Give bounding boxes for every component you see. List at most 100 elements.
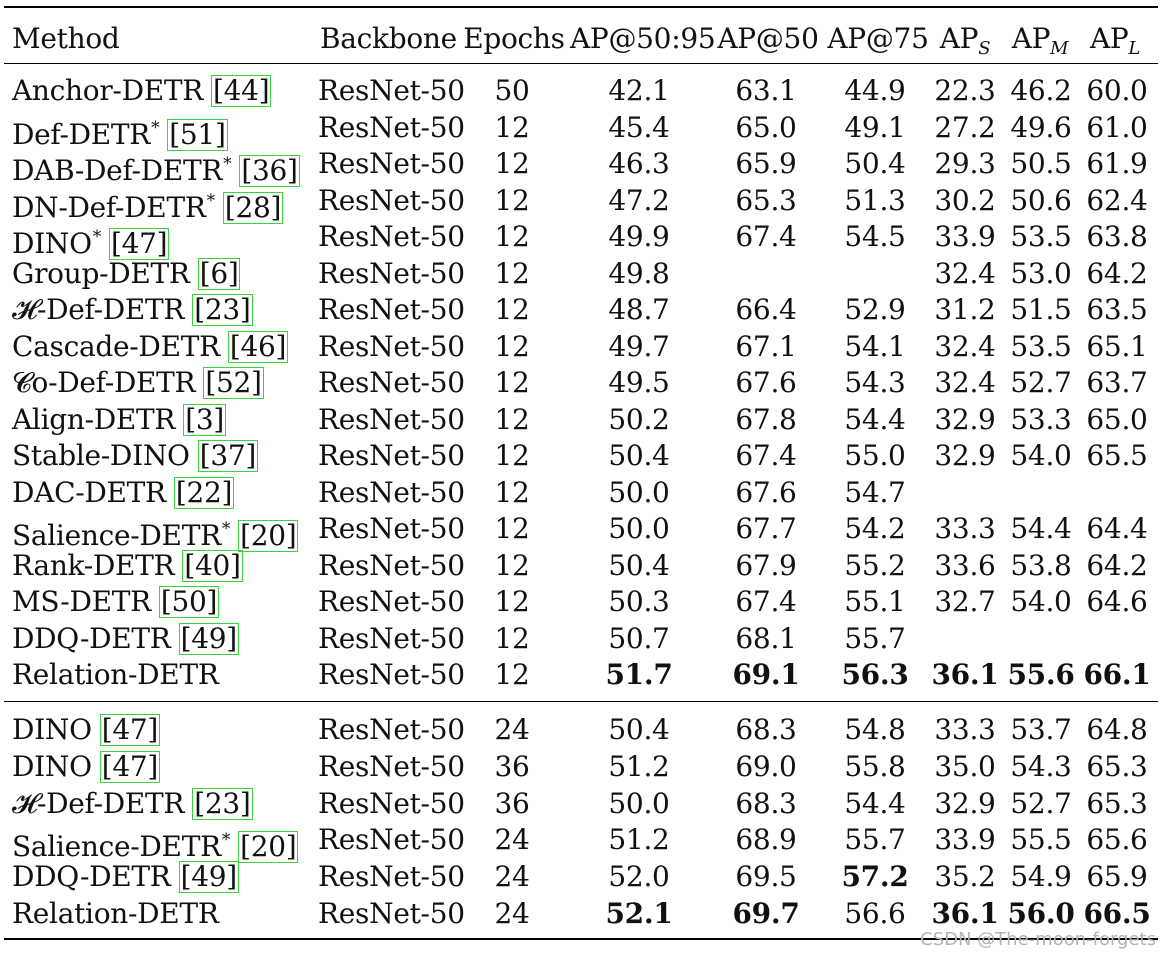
ap50-cell: 68.9 (735, 823, 797, 857)
citation-link[interactable]: 49 (178, 622, 239, 655)
apm-cell: 52.7 (1010, 786, 1072, 820)
apm-cell: 53.3 (1010, 402, 1072, 436)
aps-cell: 33.9 (934, 220, 996, 253)
aps-cell: 33.3 (934, 713, 996, 746)
method-name: Stable-DINO (12, 439, 190, 472)
method-cell: DINO47 (12, 712, 161, 748)
aps-cell: 32.9 (934, 402, 996, 436)
apl-cell: 66.1 (1083, 658, 1151, 691)
table-row: Rank-DETR40 ResNet-50 12 50.4 67.9 55.2 33.6 53… (0, 548, 1164, 584)
backbone-cell: ResNet-50 (318, 621, 465, 655)
epochs-cell: 12 (494, 512, 530, 545)
ap-cell: 50.4 (608, 439, 670, 472)
method-cell: DN-Def-DETR* 28 (12, 183, 284, 224)
aps-cell: 36.1 (931, 897, 999, 930)
method-cell: Relation-DETR (12, 896, 219, 932)
backbone-cell: ResNet-50 (318, 74, 465, 107)
aps-cell: 22.3 (934, 74, 996, 107)
backbone-cell: ResNet-50 (318, 823, 465, 857)
apl-cell: 65.3 (1086, 786, 1148, 820)
method-name: DINO (12, 713, 92, 746)
epochs-cell: 12 (494, 621, 530, 655)
ap-cell: 48.7 (608, 293, 670, 326)
ap75-cell: 57.2 (841, 860, 909, 894)
citation-link[interactable]: 37 (197, 440, 258, 472)
table-row: Anchor-DETR44 ResNet-50 50 42.1 63.1 44.9 22.3… (0, 73, 1164, 109)
ap75-cell: 54.8 (844, 713, 906, 746)
ap75-cell: 56.6 (844, 897, 906, 930)
epochs-cell: 12 (494, 183, 530, 217)
citation-link[interactable]: 23 (192, 294, 253, 326)
apm-cell: 53.8 (1010, 548, 1072, 582)
epochs-cell: 24 (494, 860, 530, 894)
asterisk-mark: * (221, 519, 231, 539)
method-name: Rank-DETR (12, 548, 175, 582)
backbone-cell: ResNet-50 (318, 786, 465, 820)
citation-link[interactable]: 20 (238, 520, 299, 552)
citation-link[interactable]: 51 (167, 118, 228, 151)
citation-link[interactable]: 46 (227, 330, 289, 363)
apm-cell: 54.9 (1010, 860, 1072, 894)
header-ap: AP@50:95 (570, 22, 716, 55)
citation-link[interactable]: 52 (203, 367, 264, 399)
ap75-cell: 50.4 (844, 147, 906, 180)
table-row: DDQ-DETR49 ResNet-50 24 52.0 69.5 57.2 35.2 54.… (0, 859, 1164, 895)
method-cell: Anchor-DETR44 (12, 73, 272, 109)
ap-cell: 51.2 (608, 823, 670, 857)
ap-cell: 50.2 (608, 402, 670, 436)
backbone-cell: ResNet-50 (318, 110, 465, 144)
ap50-cell: 69.5 (735, 860, 797, 894)
citation-link[interactable]: 44 (211, 75, 272, 107)
method-cell: MS-DETR50 (12, 584, 220, 620)
citation-link[interactable]: 47 (99, 714, 161, 746)
epochs-cell: 12 (494, 439, 530, 472)
aps-cell: 32.9 (934, 439, 996, 472)
citation-link[interactable]: 36 (239, 155, 300, 187)
ap75-cell: 54.1 (844, 329, 906, 363)
citation-link[interactable]: 22 (173, 476, 235, 509)
backbone-cell: ResNet-50 (318, 147, 465, 180)
header-row: Method Backbone Epochs AP@50:95 AP@50 AP… (0, 21, 1164, 59)
citation-link[interactable]: 23 (192, 787, 253, 820)
header-apl: APL (1082, 21, 1148, 59)
table-row: Relation-DETR ResNet-50 12 51.7 69.1 56.3 36.1… (0, 657, 1164, 693)
table-row: Align-DETR3 ResNet-50 12 50.2 67.8 54.4 32.9 53… (0, 402, 1164, 438)
epochs-cell: 12 (494, 402, 530, 436)
ap-cell: 49.9 (608, 220, 670, 253)
citation-link[interactable]: 28 (222, 191, 284, 224)
method-name: Cascade-DETR (12, 329, 220, 363)
citation-link[interactable]: 20 (238, 831, 299, 864)
citation-link[interactable]: 47 (108, 228, 170, 260)
header-epochs: Epochs (463, 22, 565, 55)
ap75-cell: 52.9 (844, 293, 906, 326)
ap-cell: 50.0 (608, 786, 670, 820)
ap-cell: 50.4 (608, 548, 670, 582)
method-name: Group-DETR (12, 256, 190, 290)
header-apl-base: AP (1089, 22, 1129, 55)
epochs-cell: 24 (494, 823, 530, 857)
table-row: DAB-Def-DETR* 36 ResNet-50 12 46.3 65.9 50.4 29… (0, 146, 1164, 187)
aps-cell (930, 621, 1000, 657)
citation-link[interactable]: 47 (99, 750, 161, 783)
ap50-cell: 67.6 (735, 475, 797, 509)
table-row: Salience-DETR* 20 ResNet-50 24 51.2 68.9 55.7 3… (0, 822, 1164, 864)
table-row: Salience-DETR* 20 ResNet-50 12 50.0 67.7 54.2 3… (0, 511, 1164, 552)
citation-link[interactable]: 49 (178, 861, 239, 894)
table-row: Group-DETR6 ResNet-50 12 49.8 32.4 53.0 64.2 (0, 256, 1164, 292)
citation-link[interactable]: 40 (182, 549, 243, 582)
method-name: DDQ-DETR (12, 860, 171, 894)
citation-link[interactable]: 6 (197, 257, 241, 290)
aps-cell: 32.4 (934, 256, 996, 290)
method-name: DAB-Def-DETR (12, 154, 223, 187)
apl-cell: 63.7 (1086, 366, 1148, 399)
aps-cell: 32.7 (934, 585, 996, 618)
ap75-cell: 54.2 (844, 512, 906, 545)
ap75-cell: 54.4 (844, 786, 906, 820)
method-cell: DINO* 47 (12, 219, 170, 260)
citation-link[interactable]: 3 (183, 403, 226, 436)
citation-link[interactable]: 50 (158, 586, 220, 618)
method-name: Relation-DETR (12, 897, 219, 930)
apm-cell: 54.0 (1010, 439, 1072, 472)
method-name: 𝓗-Def-DETR (12, 786, 185, 820)
ap50-cell: 67.4 (735, 439, 797, 472)
